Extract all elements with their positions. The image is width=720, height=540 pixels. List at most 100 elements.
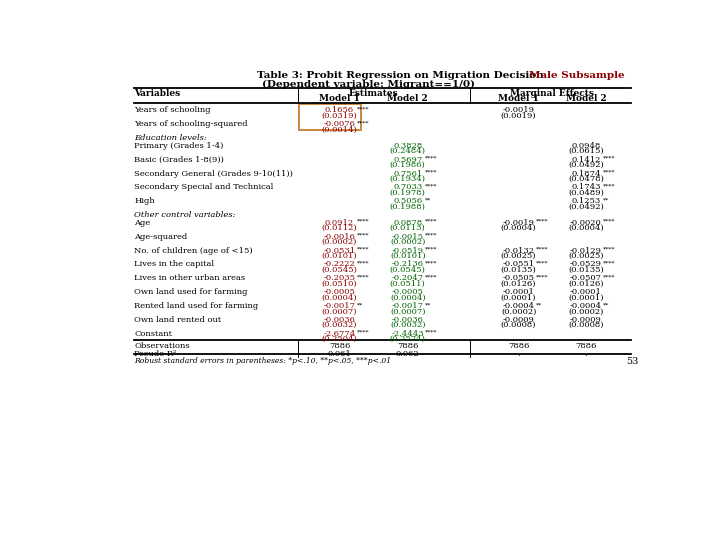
Text: -0.0551: -0.0551 (503, 260, 535, 268)
Text: Pseudo R²: Pseudo R² (134, 350, 176, 357)
Text: **: ** (425, 197, 431, 202)
Text: (0.0004): (0.0004) (501, 224, 536, 232)
Text: (0.0001): (0.0001) (501, 294, 536, 301)
Text: 0.1253: 0.1253 (572, 197, 600, 205)
Text: 0.7561: 0.7561 (393, 170, 423, 178)
Text: ****: **** (536, 260, 548, 265)
Text: (0.0025): (0.0025) (501, 252, 536, 260)
Text: (0.0478): (0.0478) (568, 175, 604, 183)
Text: -0.0009: -0.0009 (570, 316, 602, 324)
Text: 0.1656: 0.1656 (325, 106, 354, 114)
Text: -0.0529: -0.0529 (570, 260, 602, 268)
Text: (0.0545): (0.0545) (322, 266, 358, 274)
Text: (0.0113): (0.0113) (390, 224, 426, 232)
Text: ****: **** (603, 247, 616, 252)
Text: -0.0019: -0.0019 (503, 219, 534, 227)
Text: -0.0001: -0.0001 (570, 288, 602, 296)
Text: (0.0008): (0.0008) (568, 321, 604, 329)
Text: Constant: Constant (134, 330, 172, 338)
Text: Observations: Observations (134, 342, 190, 350)
Text: ****: **** (425, 233, 437, 238)
Text: (0.1978): (0.1978) (390, 189, 426, 197)
Text: Years of schooling-squared: Years of schooling-squared (134, 120, 248, 128)
Text: -0.0005: -0.0005 (392, 288, 423, 296)
Text: Education levels:: Education levels: (134, 134, 207, 142)
Text: -0.0019: -0.0019 (503, 106, 534, 114)
Text: Variables: Variables (134, 89, 180, 98)
Text: (0.0545): (0.0545) (390, 266, 426, 274)
Text: Basic (Grades 1-8(9)): Basic (Grades 1-8(9)) (134, 156, 224, 164)
Text: Marginal Effects: Marginal Effects (510, 89, 594, 98)
Text: (0.0511): (0.0511) (390, 280, 426, 288)
Text: ****: **** (425, 219, 437, 224)
Text: ****: **** (356, 233, 369, 238)
Text: Lives in other urban areas: Lives in other urban areas (134, 274, 246, 282)
Text: (0.0319): (0.0319) (322, 112, 357, 120)
Text: (0.0101): (0.0101) (322, 252, 357, 260)
Text: Years of schooling: Years of schooling (134, 106, 211, 114)
Text: -0.0505: -0.0505 (503, 274, 534, 282)
Text: .: . (517, 350, 520, 357)
Text: (0.0032): (0.0032) (390, 321, 426, 329)
Text: -0.2047: -0.2047 (392, 274, 424, 282)
Text: -0.0132: -0.0132 (503, 247, 534, 254)
Text: 7886: 7886 (508, 342, 529, 350)
Text: (0.0135): (0.0135) (568, 266, 604, 274)
Text: -0.0009: -0.0009 (503, 316, 534, 324)
Text: ****: **** (603, 170, 616, 174)
Text: (0.1988): (0.1988) (390, 202, 426, 211)
Text: -0.2222: -0.2222 (324, 260, 356, 268)
Text: Model 1: Model 1 (319, 94, 360, 103)
Text: **: ** (603, 302, 609, 307)
Text: (0.0002): (0.0002) (501, 307, 536, 315)
Text: (0.1986): (0.1986) (390, 161, 426, 169)
Text: Rented land used for farming: Rented land used for farming (134, 302, 258, 310)
Text: ****: **** (356, 330, 369, 335)
Text: **: ** (603, 197, 609, 202)
Text: (0.1934): (0.1934) (390, 175, 426, 183)
Text: -0.0004: -0.0004 (503, 302, 534, 310)
Text: Estimates: Estimates (348, 89, 398, 98)
Text: ****: **** (536, 247, 548, 252)
Text: ****: **** (356, 260, 369, 265)
Text: Lives in the capital: Lives in the capital (134, 260, 215, 268)
Text: Male Subsample: Male Subsample (528, 71, 624, 80)
Text: (0.0002): (0.0002) (390, 238, 426, 246)
Text: (0.0510): (0.0510) (322, 280, 357, 288)
Text: 0.0878: 0.0878 (393, 219, 423, 227)
Text: Secondary General (Grades 9-10(11)): Secondary General (Grades 9-10(11)) (134, 170, 293, 178)
Text: (0.0014): (0.0014) (322, 126, 357, 133)
Text: 0.0948: 0.0948 (571, 142, 600, 150)
Text: (0.0492): (0.0492) (568, 161, 604, 169)
Text: -0.0020: -0.0020 (570, 219, 602, 227)
Text: -0.0531: -0.0531 (323, 247, 356, 254)
Text: (0.0008): (0.0008) (501, 321, 536, 329)
Text: ****: **** (603, 219, 616, 224)
Text: (0.0489): (0.0489) (568, 189, 604, 197)
Text: Age-squared: Age-squared (134, 233, 187, 241)
Text: (0.0004): (0.0004) (568, 224, 604, 232)
Text: (0.0126): (0.0126) (501, 280, 536, 288)
Text: 0.1412: 0.1412 (571, 156, 600, 164)
Text: Secondary Special and Technical: Secondary Special and Technical (134, 184, 274, 191)
Text: Model 1: Model 1 (498, 94, 539, 103)
Text: Model 2: Model 2 (566, 94, 606, 103)
Text: ****: **** (356, 106, 369, 111)
Text: ****: **** (425, 156, 437, 161)
Text: (Dependent variable: Migrant==1/0): (Dependent variable: Migrant==1/0) (263, 79, 475, 89)
Text: 0.3828: 0.3828 (393, 142, 423, 150)
Text: (0.0007): (0.0007) (390, 307, 426, 315)
Text: ****: **** (603, 184, 616, 188)
Text: **: ** (356, 302, 363, 307)
Text: -2.6774: -2.6774 (323, 330, 356, 338)
Text: ****: **** (536, 274, 548, 279)
Text: -2.4443: -2.4443 (392, 330, 424, 338)
Text: 0.1874: 0.1874 (571, 170, 600, 178)
Text: ****: **** (425, 170, 437, 174)
Text: Own land rented out: Own land rented out (134, 316, 222, 324)
Text: Model 2: Model 2 (387, 94, 428, 103)
Text: ****: **** (603, 274, 616, 279)
Text: -0.0016: -0.0016 (323, 233, 356, 241)
Text: .: . (585, 350, 588, 357)
Text: 7886: 7886 (575, 342, 597, 350)
